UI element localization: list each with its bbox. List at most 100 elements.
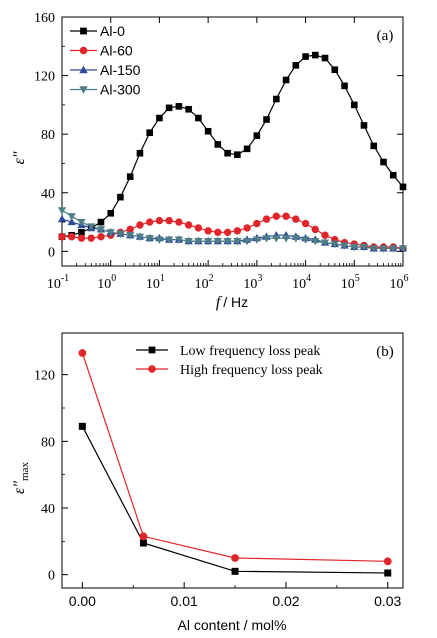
y-axis-label-b-base: ε″ (11, 481, 28, 494)
data-point-b-1 (231, 554, 239, 562)
x-tick-label-a: 106 (390, 273, 409, 292)
data-point-a-0 (273, 95, 280, 103)
data-point-a-1 (126, 225, 134, 234)
data-point-a-3 (116, 230, 125, 239)
data-point-a-0 (311, 51, 319, 59)
x-axis-label-a: f / Hz (216, 294, 248, 311)
data-point-a-3 (379, 245, 388, 253)
data-point-a-1 (155, 216, 164, 225)
data-point-a-0 (321, 54, 329, 62)
data-point-a-1 (262, 215, 271, 223)
data-point-a-0 (175, 103, 183, 110)
data-point-b-0 (384, 569, 392, 577)
x-tick-label-b: 0.01 (171, 593, 198, 609)
x-tick-label-b: 0.00 (69, 593, 96, 609)
data-point-a-3 (243, 238, 252, 246)
data-point-a-0 (263, 116, 270, 123)
x-tick-label-a-exp: 2 (209, 273, 214, 284)
y-tick-label-a: 160 (34, 11, 55, 26)
data-point-a-1 (87, 234, 95, 242)
data-point-a-0 (350, 101, 358, 109)
data-point-a-0 (399, 183, 407, 191)
x-tick-label-a: 102 (195, 273, 214, 292)
data-point-a-1 (301, 219, 310, 228)
panel-label-a: (a) (377, 28, 394, 44)
data-point-a-1 (292, 215, 300, 223)
y-axis-label-b: ε″max (11, 462, 31, 494)
data-point-a-1 (194, 224, 203, 232)
data-point-a-3 (330, 240, 339, 249)
data-point-a-3 (398, 245, 408, 253)
data-point-a-3 (359, 243, 369, 252)
x-tick-label-a-exp: -1 (61, 273, 69, 284)
data-point-a-0 (234, 151, 241, 158)
data-point-a-3 (213, 238, 222, 246)
data-point-a-1 (282, 212, 290, 220)
legend-label-b-0: Low frequency loss peak (180, 344, 320, 359)
data-point-a-3 (155, 236, 164, 244)
data-point-a-3 (96, 226, 106, 234)
data-point-a-3 (320, 239, 330, 247)
y-tick-label-a: 80 (41, 128, 55, 143)
y-axis-label-a: ε″ (11, 151, 28, 164)
legend-marker-b-0 (148, 346, 156, 354)
data-point-a-0 (165, 104, 173, 112)
plot-frame-a (61, 16, 404, 267)
data-point-a-1 (204, 227, 212, 235)
data-point-a-1 (243, 224, 251, 232)
data-point-a-3 (281, 235, 291, 243)
x-tick-label-a-exp: 6 (404, 273, 409, 284)
x-tick-label-a-base: 10 (47, 277, 61, 292)
x-tick-label-a: 104 (292, 273, 311, 292)
y-tick-label-a: 40 (41, 187, 55, 202)
x-tick-label-a-base: 10 (97, 277, 111, 292)
data-point-a-3 (106, 229, 115, 237)
series-line-b-0 (81, 426, 388, 574)
data-point-a-3 (350, 243, 359, 252)
y-tick-label-b: 0 (48, 569, 55, 584)
data-point-a-1 (58, 233, 66, 241)
data-point-a-3 (340, 242, 349, 250)
data-point-b-0 (139, 539, 147, 547)
data-point-a-1 (136, 221, 144, 229)
x-tick-label-a: 100 (97, 273, 116, 292)
x-tick-label-a-base: 10 (146, 277, 160, 292)
data-point-a-1 (184, 221, 193, 229)
x-axis-label-a-var: f (216, 294, 223, 311)
data-point-a-1 (165, 216, 173, 225)
legend-b: Low frequency loss peak High frequency lo… (136, 344, 323, 378)
data-point-a-1 (145, 218, 154, 226)
data-point-a-0 (253, 132, 261, 139)
data-point-a-0 (136, 149, 144, 157)
data-point-a-0 (78, 229, 85, 236)
data-point-a-0 (107, 209, 115, 217)
x-tick-label-b: 0.03 (374, 593, 401, 609)
y-tick-label-a: 120 (34, 70, 55, 85)
data-point-a-3 (311, 238, 320, 246)
data-point-a-0 (146, 129, 153, 137)
plot-frame-b (61, 332, 404, 589)
data-point-a-3 (194, 238, 203, 246)
x-tick-label-a-exp: 4 (306, 273, 311, 284)
legend-marker-a-0 (80, 27, 87, 35)
data-point-a-0 (302, 53, 309, 60)
legend-label-a-2: Al-150 (100, 62, 141, 78)
data-point-a-3 (145, 235, 154, 243)
legend-label-a-1: Al-60 (100, 43, 133, 59)
y-tick-label-b: 120 (34, 369, 55, 384)
data-point-a-3 (57, 207, 67, 215)
data-point-a-3 (223, 238, 232, 246)
data-point-a-0 (126, 173, 134, 180)
x-tick-label-b: 0.02 (272, 593, 299, 609)
data-point-a-3 (291, 235, 300, 243)
data-point-a-0 (341, 82, 348, 90)
data-point-a-0 (282, 76, 290, 84)
y-tick-label-b: 80 (41, 435, 55, 450)
data-point-a-1 (67, 233, 76, 241)
legend-marker-a-3 (79, 86, 88, 94)
x-tick-label-a: 10-1 (47, 273, 69, 292)
x-axis-b: 0.00 0.01 0.02 0.03 (69, 582, 402, 609)
panel-label-b: (b) (376, 344, 394, 360)
data-point-a-0 (195, 114, 202, 122)
